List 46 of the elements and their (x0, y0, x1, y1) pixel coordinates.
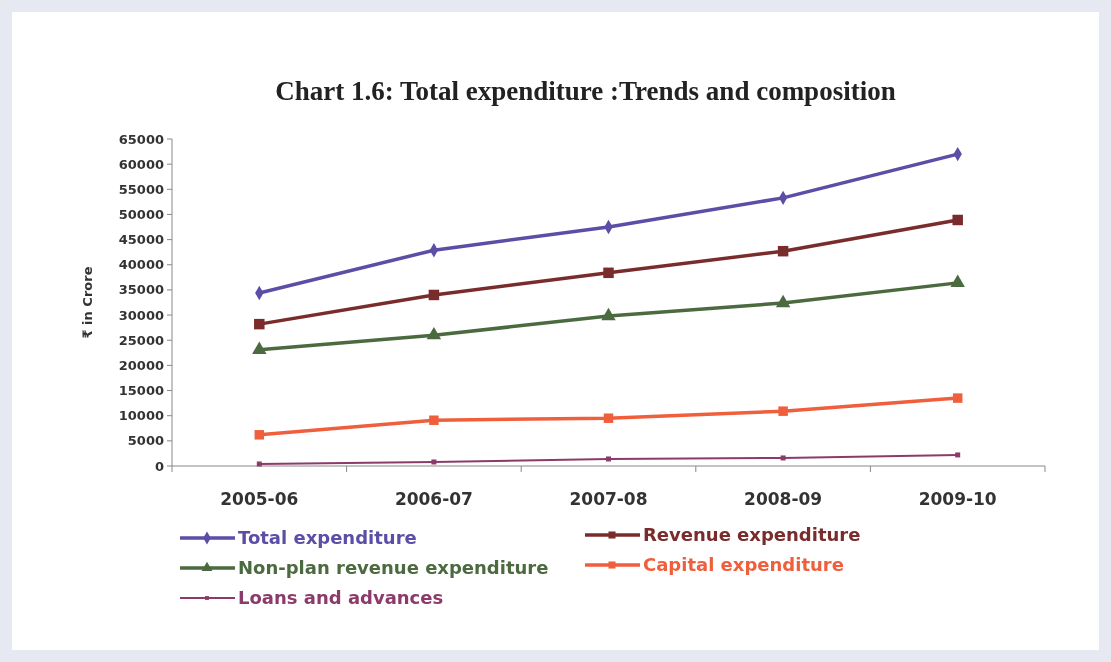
y-tick-label: 25000 (118, 332, 164, 348)
y-tick-label: 65000 (118, 131, 164, 147)
point (955, 452, 961, 458)
y-tick-label: 55000 (118, 181, 164, 197)
point (256, 461, 262, 467)
y-tick-label: 0 (154, 458, 164, 474)
y-tick-label: 20000 (118, 357, 164, 373)
legend-label: Capital expenditure (643, 554, 844, 576)
point (606, 456, 611, 462)
legend-label: Revenue expenditure (643, 524, 861, 546)
point (428, 289, 440, 301)
point (780, 455, 786, 461)
y-tick-label: 15000 (118, 383, 164, 399)
point (252, 341, 267, 354)
y-axis-title: ₹ in Crore (80, 266, 95, 339)
y-tick-label: 50000 (118, 207, 164, 223)
x-tick-label: 2006-07 (394, 489, 473, 509)
point (601, 307, 616, 321)
y-tick-label: 40000 (118, 257, 164, 273)
y-tick-label: 45000 (118, 232, 164, 248)
y-tick-label: 60000 (118, 156, 164, 172)
point (254, 430, 265, 440)
point (254, 318, 265, 330)
point (431, 459, 437, 465)
y-tick-label: 35000 (118, 282, 164, 298)
y-tick-label: 10000 (118, 408, 164, 424)
point (952, 393, 963, 403)
x-tick-label: 2007-08 (569, 489, 648, 509)
point (603, 267, 614, 279)
x-tick-label: 2005-06 (220, 489, 299, 509)
legend-label: Total expenditure (238, 527, 417, 549)
point (950, 274, 965, 288)
point (952, 214, 963, 226)
point (775, 294, 791, 308)
point (603, 413, 614, 423)
x-tick-label: 2008-09 (744, 489, 823, 509)
y-tick-label: 5000 (127, 433, 164, 449)
point (426, 326, 442, 340)
chart-title: Chart 1.6: Total expenditure :Trends and composition (275, 76, 896, 106)
x-tick-label: 2009-10 (918, 489, 997, 509)
legend-label: Non-plan revenue expenditure (238, 557, 549, 579)
y-tick-label: 30000 (118, 307, 164, 323)
point (777, 245, 789, 257)
point (429, 415, 439, 425)
legend-label: Loans and advances (238, 587, 444, 609)
point (778, 406, 788, 416)
